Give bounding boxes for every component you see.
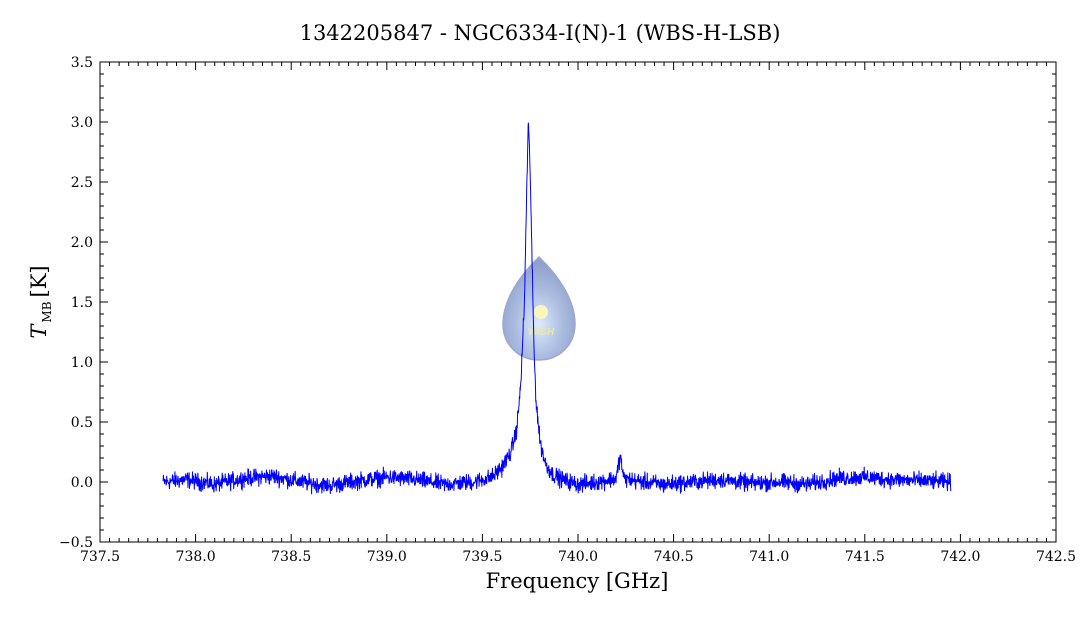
y-tick-label: 3.0 [71, 115, 93, 131]
x-tick-label: 738.5 [271, 549, 311, 565]
x-tick-label: 738.0 [176, 549, 216, 565]
y-tick-label: 1.5 [71, 295, 93, 311]
y-axis-label: TMB [K] [27, 265, 54, 338]
x-tick-label: 741.5 [845, 549, 885, 565]
x-tick-label: 742.5 [1036, 549, 1076, 565]
wish-watermark-logo: WISH [502, 255, 576, 361]
y-tick-label: 1.0 [71, 355, 93, 371]
x-tick-label: 741.0 [749, 549, 789, 565]
y-tick-label: 0.0 [71, 475, 93, 491]
y-tick-label: 0.5 [71, 415, 93, 431]
y-tick-label: −0.5 [59, 535, 93, 551]
plot-frame [99, 61, 1057, 543]
axes: 737.5 738.0 738.5 739.0 739.5 740.0 740.5 741.0… [59, 55, 1076, 565]
x-tick-label: 742.0 [940, 549, 980, 565]
y-tick-label: 2.0 [71, 235, 93, 251]
x-axis-label: Frequency [GHz] [486, 569, 669, 593]
y-axis-symbol: T [27, 323, 51, 339]
watermark-text: WISH [528, 327, 555, 338]
chart-title: 1342205847 - NGC6334-I(N)-1 (WBS-H-LSB) [300, 21, 781, 45]
y-tick-label: 2.5 [71, 175, 93, 191]
x-tick-label: 740.5 [654, 549, 694, 565]
y-tick-label: 3.5 [71, 55, 93, 71]
x-tick-label: 739.5 [462, 549, 502, 565]
spectrum-line [162, 122, 952, 495]
x-tick-label: 739.0 [367, 549, 407, 565]
y-axis-unit: [K] [27, 265, 51, 297]
plot-area [162, 122, 952, 495]
x-tick-label: 740.0 [558, 549, 598, 565]
y-axis-subscript: MB [40, 301, 54, 322]
star-glow [534, 305, 548, 319]
x-tick-label: 737.5 [80, 549, 120, 565]
